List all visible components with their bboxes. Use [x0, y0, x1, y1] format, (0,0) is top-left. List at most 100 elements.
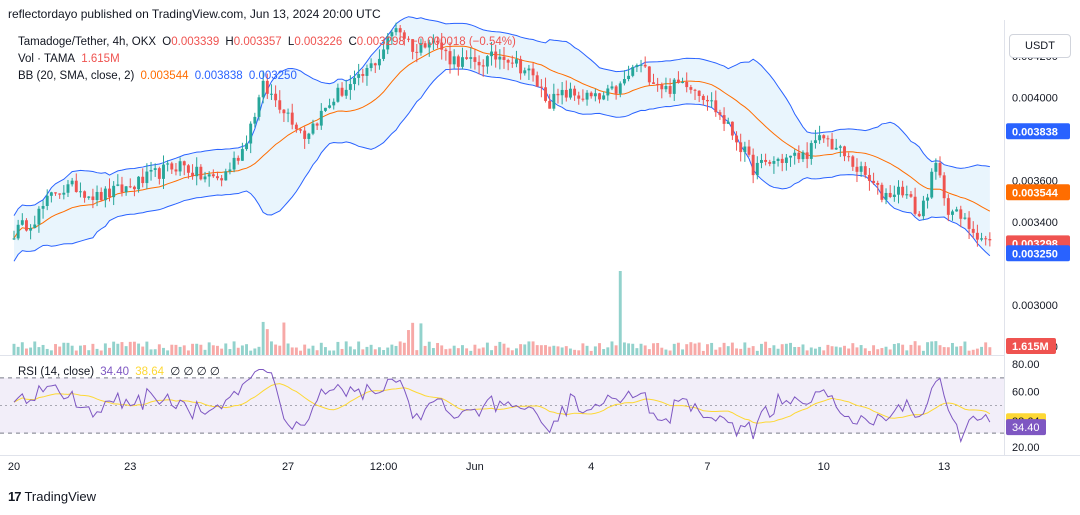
- volume-bar: [755, 350, 759, 355]
- candle-body: [120, 184, 124, 193]
- volume-bar: [606, 347, 610, 355]
- candle-body: [348, 84, 352, 90]
- candle-body: [552, 93, 556, 109]
- legend-high: 0.003357: [233, 36, 282, 48]
- candle-body: [639, 64, 643, 66]
- volume-bar: [344, 341, 348, 355]
- candle-body: [166, 163, 170, 165]
- candle-body: [706, 99, 709, 102]
- volume-bar: [253, 348, 257, 355]
- volume-bar: [33, 341, 37, 355]
- candle-body: [548, 100, 552, 109]
- candle-body: [323, 107, 327, 111]
- candle-body: [145, 171, 149, 184]
- volume-bar: [373, 349, 377, 355]
- volume-bar: [91, 343, 95, 355]
- legend-open: 0.003339: [171, 36, 220, 48]
- volume-bar: [49, 350, 53, 355]
- volume-bar: [938, 345, 942, 355]
- volume-bar: [220, 348, 224, 355]
- currency-button[interactable]: USDT: [1009, 34, 1071, 58]
- candle-body: [448, 51, 452, 65]
- volume-bar: [348, 346, 352, 355]
- candle-body: [20, 220, 24, 225]
- candle-body: [830, 138, 834, 150]
- candle-body: [917, 213, 921, 217]
- volume-bar: [261, 321, 265, 355]
- candle-body: [942, 175, 946, 199]
- candle-body: [116, 184, 120, 186]
- volume-bar: [826, 344, 830, 355]
- candle-body: [232, 157, 236, 170]
- legend-bb: BB (20, SMA, close, 2) 0.003544 0.003838…: [18, 70, 300, 82]
- volume-bar: [456, 348, 460, 355]
- candle-body: [510, 62, 514, 64]
- volume-bar: [103, 343, 107, 355]
- volume-bar: [942, 347, 946, 355]
- volume-bar: [365, 346, 369, 355]
- candle-body: [847, 156, 851, 158]
- legend-vol-label: Vol · TAMA: [18, 53, 76, 65]
- candle-body: [261, 80, 265, 98]
- volume-bar: [739, 348, 743, 355]
- candle-body: [938, 162, 942, 176]
- price-tick-label: 0.004000: [1012, 93, 1058, 105]
- candle-body: [780, 158, 784, 163]
- volume-bar: [232, 341, 236, 355]
- legend-bb-basis: 0.003544: [140, 70, 189, 82]
- candle-body: [103, 188, 107, 201]
- volume-bar: [963, 341, 967, 355]
- candle-body: [444, 49, 448, 52]
- candle-body: [959, 209, 963, 219]
- candle-body: [747, 146, 751, 155]
- candle-body: [207, 174, 211, 177]
- volume-bar: [822, 350, 826, 355]
- candle-body: [631, 67, 635, 76]
- volume-bar: [461, 345, 464, 355]
- candle-body: [502, 56, 506, 60]
- volume-bar: [353, 349, 356, 355]
- volume-bar: [128, 341, 132, 355]
- candle-body: [668, 86, 672, 94]
- candle-body: [760, 159, 763, 163]
- candle-body: [697, 90, 701, 96]
- volume-bar: [357, 341, 361, 355]
- volume-bar: [132, 341, 136, 355]
- volume-bar: [618, 271, 622, 355]
- candle-body: [74, 180, 78, 192]
- candle-body: [25, 220, 28, 231]
- candle-body: [556, 93, 560, 96]
- candle-body: [477, 61, 481, 66]
- candle-body: [245, 143, 248, 150]
- volume-bar: [564, 346, 568, 355]
- volume-bar: [689, 342, 693, 355]
- bb-lower-line: [13, 68, 991, 262]
- candle-body: [203, 176, 207, 180]
- candle-body: [610, 86, 614, 89]
- volume-bar: [481, 347, 485, 355]
- volume-bar: [535, 345, 539, 355]
- volume-bar: [772, 345, 776, 355]
- volume-bar: [398, 341, 402, 355]
- candle-body: [278, 100, 282, 110]
- volume-bar: [622, 342, 626, 355]
- candle-body: [577, 95, 581, 99]
- volume-bar: [668, 350, 672, 355]
- volume-bar: [834, 346, 838, 355]
- candle-body: [224, 171, 228, 181]
- price-tick-label: 0.003000: [1012, 300, 1058, 312]
- volume-bar: [149, 349, 153, 355]
- tradingview-logo[interactable]: 17 TradingView: [8, 489, 96, 504]
- candle-body: [340, 87, 344, 96]
- candle-body: [369, 63, 373, 68]
- candle-body: [162, 164, 165, 179]
- volume-bar: [153, 349, 157, 355]
- candle-body: [37, 208, 41, 225]
- volume-bar: [407, 330, 410, 355]
- legend-rsi-zeros: ∅ ∅ ∅ ∅: [170, 366, 220, 378]
- candle-body: [303, 130, 307, 139]
- candle-body: [419, 43, 423, 53]
- candle-body: [78, 191, 82, 193]
- candle-body: [83, 191, 87, 198]
